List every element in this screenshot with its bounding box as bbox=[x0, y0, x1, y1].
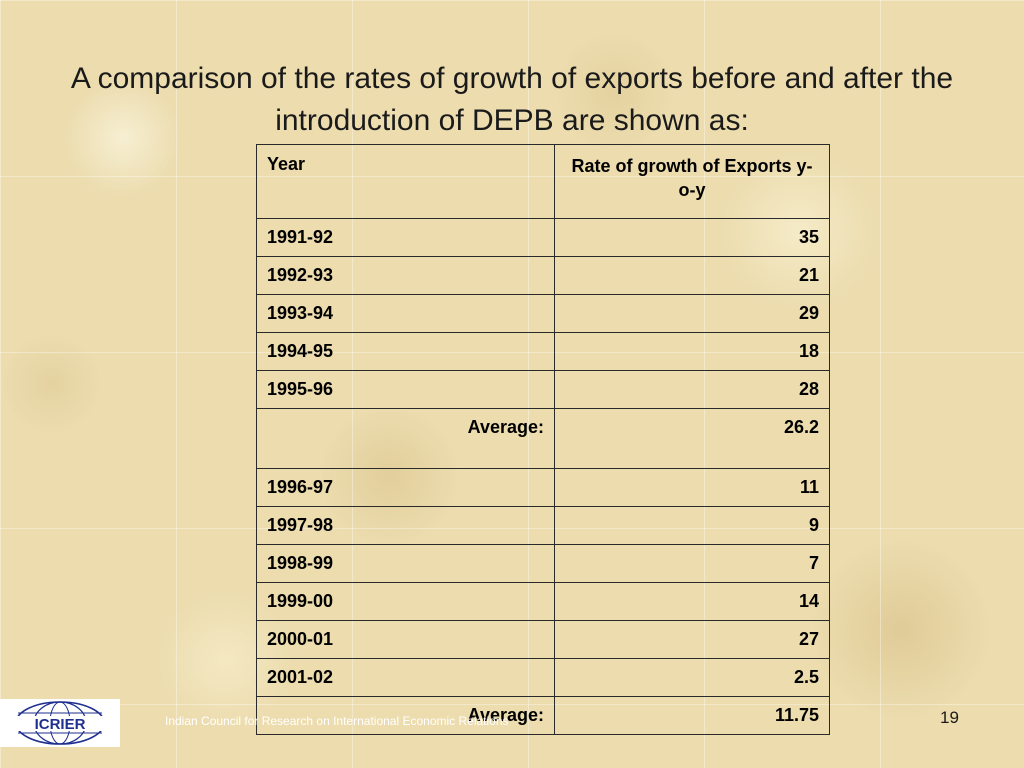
table-row: 1995-96 28 bbox=[256, 370, 830, 409]
page-number: 19 bbox=[940, 708, 959, 727]
table-row: 2001-02 2.5 bbox=[256, 658, 830, 697]
average-value: 26.2 bbox=[554, 408, 830, 469]
rate-cell: 21 bbox=[554, 256, 830, 295]
rate-cell: 14 bbox=[554, 582, 830, 621]
table-row: 1992-93 21 bbox=[256, 256, 830, 295]
average-label: Average: bbox=[256, 696, 555, 735]
export-growth-table: Year Rate of growth of Exports y-o-y 199… bbox=[256, 144, 830, 735]
table-row: 1994-95 18 bbox=[256, 332, 830, 371]
year-cell: 1997-98 bbox=[256, 506, 555, 545]
rate-cell: 11 bbox=[554, 468, 830, 507]
year-cell: 1996-97 bbox=[256, 468, 555, 507]
year-cell: 1995-96 bbox=[256, 370, 555, 409]
table-row: 1997-98 9 bbox=[256, 506, 830, 545]
icrier-logo-mark: ICRIER bbox=[4, 701, 116, 745]
rate-cell: 2.5 bbox=[554, 658, 830, 697]
header-year: Year bbox=[256, 144, 555, 219]
table-header-row: Year Rate of growth of Exports y-o-y bbox=[256, 144, 830, 219]
slide-title: A comparison of the rates of growth of e… bbox=[70, 62, 954, 137]
average-row-after: Average: 11.75 bbox=[256, 696, 830, 735]
organization-name: Indian Council for Research on Internati… bbox=[165, 714, 509, 728]
average-row-before: Average: 26.2 bbox=[256, 408, 830, 469]
year-cell: 1999-00 bbox=[256, 582, 555, 621]
rate-cell: 9 bbox=[554, 506, 830, 545]
table-row: 1998-99 7 bbox=[256, 544, 830, 583]
rate-cell: 18 bbox=[554, 332, 830, 371]
rate-cell: 27 bbox=[554, 620, 830, 659]
header-rate: Rate of growth of Exports y-o-y bbox=[554, 144, 830, 219]
year-cell: 2000-01 bbox=[256, 620, 555, 659]
icrier-logo: ICRIER bbox=[0, 699, 120, 747]
average-label: Average: bbox=[256, 408, 555, 469]
year-cell: 1991-92 bbox=[256, 218, 555, 257]
table-row: 1991-92 35 bbox=[256, 218, 830, 257]
average-value: 11.75 bbox=[554, 696, 830, 735]
rate-cell: 28 bbox=[554, 370, 830, 409]
table-row: 1993-94 29 bbox=[256, 294, 830, 333]
rate-cell: 29 bbox=[554, 294, 830, 333]
rate-cell: 35 bbox=[554, 218, 830, 257]
table-row: 1999-00 14 bbox=[256, 582, 830, 621]
year-cell: 2001-02 bbox=[256, 658, 555, 697]
year-cell: 1994-95 bbox=[256, 332, 555, 371]
svg-text:ICRIER: ICRIER bbox=[35, 716, 86, 733]
year-cell: 1993-94 bbox=[256, 294, 555, 333]
rate-cell: 7 bbox=[554, 544, 830, 583]
year-cell: 1992-93 bbox=[256, 256, 555, 295]
table-row: 2000-01 27 bbox=[256, 620, 830, 659]
table-row: 1996-97 11 bbox=[256, 468, 830, 507]
year-cell: 1998-99 bbox=[256, 544, 555, 583]
